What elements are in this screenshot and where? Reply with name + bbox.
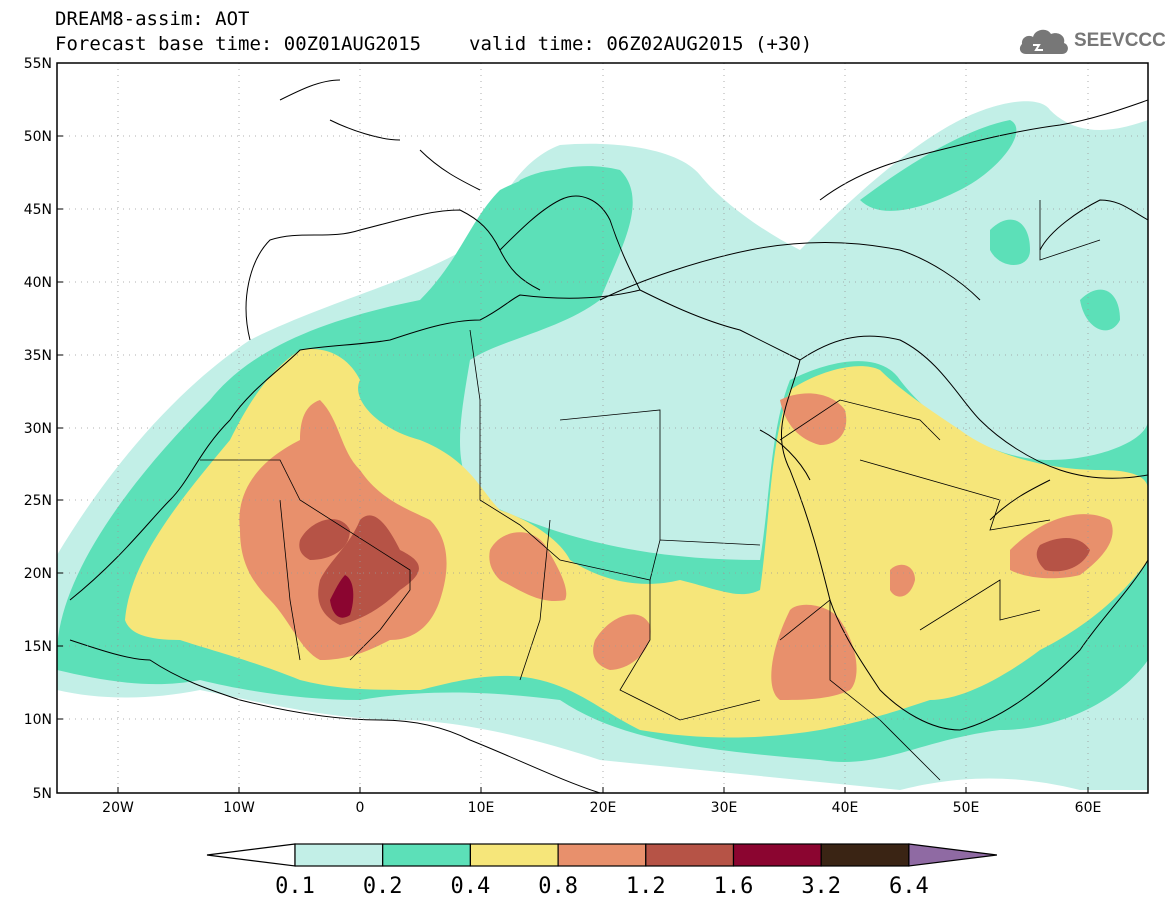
lat-label: 40N: [24, 275, 52, 291]
map-area: [57, 63, 1148, 793]
lon-label: 0: [356, 800, 365, 816]
colorbar-arrow-low: [206, 843, 296, 867]
colorbar-segment: [820, 843, 910, 867]
aot-field-1.6: [330, 575, 354, 618]
colorbar-label: 3.2: [801, 874, 841, 899]
valid-time: valid time: 06Z02AUG2015 (+30): [469, 33, 813, 55]
logo-text: SEEVCCC: [1074, 30, 1165, 51]
colorbar-segment: [382, 843, 472, 867]
lon-label: 20E: [590, 800, 617, 816]
colorbar-segment: [557, 843, 647, 867]
axis-ticks: [57, 135, 1089, 793]
lon-label: 30E: [711, 800, 738, 816]
lat-label: 15N: [24, 639, 52, 655]
colorbar-label: 6.4: [889, 874, 929, 899]
lat-label: 55N: [24, 56, 52, 72]
cloud-icon: [1019, 29, 1068, 54]
colorbar-label: 1.6: [714, 874, 754, 899]
colorbar-label: 1.2: [626, 874, 666, 899]
lon-label: 50E: [953, 800, 980, 816]
lat-label: 25N: [24, 493, 52, 509]
forecast-base-time: Forecast base time: 00Z01AUG2015: [55, 33, 422, 55]
lon-label: 40E: [832, 800, 859, 816]
colorbar-label: 0.8: [538, 874, 578, 899]
colorbar-arrow-high: [908, 843, 997, 867]
lat-label: 45N: [24, 202, 52, 218]
colorbar-segment: [294, 843, 384, 867]
longitude-labels: 20W 10W 0 10E 20E 30E 40E 50E 60E: [102, 800, 1101, 816]
country-borders: [200, 200, 1101, 781]
lat-label: 20N: [24, 566, 52, 582]
lat-label: 30N: [24, 421, 52, 437]
forecast-times: Forecast base time: 00Z01AUG2015 valid ti…: [55, 33, 812, 55]
lat-label: 5N: [33, 786, 52, 802]
lat-label: 50N: [24, 129, 52, 145]
lat-label: 35N: [24, 348, 52, 364]
colorbar-segment: [732, 843, 822, 867]
lon-label: 60E: [1075, 800, 1102, 816]
colorbar-label: 0.4: [451, 874, 491, 899]
lon-label: 10W: [223, 800, 255, 816]
colorbar: 0.1 0.2 0.4 0.8 1.2 1.6 3.2 6.4: [206, 843, 997, 899]
lon-label: 20W: [102, 800, 134, 816]
colorbar-label: 0.2: [363, 874, 403, 899]
lon-label: 10E: [468, 800, 495, 816]
colorbar-label: 0.1: [275, 874, 315, 899]
lat-label: 10N: [24, 712, 52, 728]
coastlines: [69, 79, 1148, 793]
seevccc-logo: SEEVCCC: [1018, 24, 1165, 58]
map-title: DREAM8-assim: AOT: [55, 8, 250, 30]
colorbar-segment: [469, 843, 559, 867]
latitude-labels: 5N 10N 15N 20N 25N 30N 35N 40N 45N 50N 5…: [24, 56, 52, 802]
colorbar-segment: [645, 843, 735, 867]
